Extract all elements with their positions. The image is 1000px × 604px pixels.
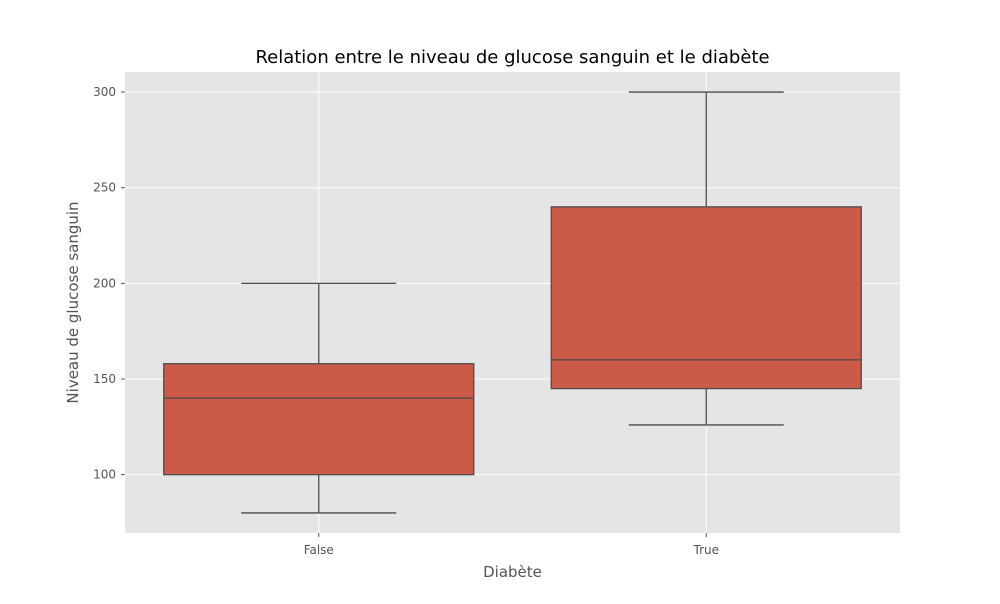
y-tick-label: 250: [93, 181, 116, 195]
x-axis-ticks: False True: [304, 533, 719, 557]
interquartile-box: [163, 363, 475, 476]
box-false: [163, 282, 475, 514]
x-tick-label: True: [693, 543, 720, 557]
x-axis-label: Diabète: [483, 563, 542, 581]
box-true: [550, 91, 862, 426]
y-tick-label: 100: [93, 468, 116, 482]
interquartile-box: [550, 206, 862, 390]
y-tick-label: 300: [93, 85, 116, 99]
y-axis-label: Niveau de glucose sanguin: [64, 201, 82, 403]
y-tick-label: 200: [93, 276, 116, 290]
x-tick-label: False: [304, 543, 334, 557]
boxes: [163, 91, 862, 514]
y-tick-label: 150: [93, 372, 116, 386]
y-axis-ticks: 100 150 200 250 300: [93, 85, 125, 482]
chart-title: Relation entre le niveau de glucose sang…: [255, 47, 769, 68]
